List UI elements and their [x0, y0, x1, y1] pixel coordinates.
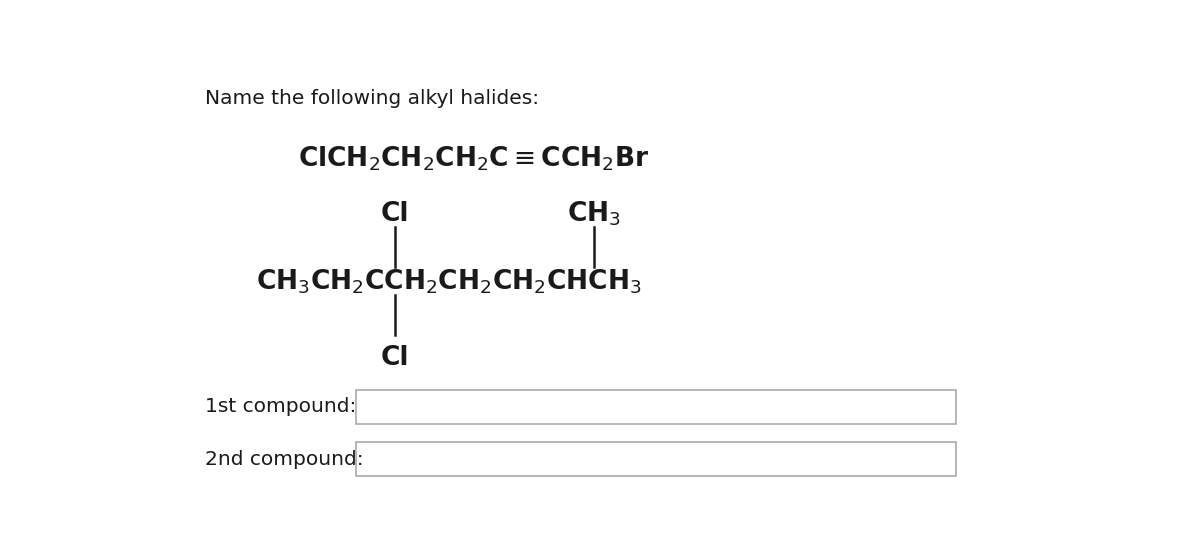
- Text: Cl: Cl: [380, 345, 409, 371]
- FancyBboxPatch shape: [356, 390, 956, 424]
- Text: Name the following alkyl halides:: Name the following alkyl halides:: [206, 89, 539, 108]
- FancyBboxPatch shape: [356, 442, 956, 476]
- Text: 1st compound:: 1st compound:: [206, 398, 356, 416]
- Text: ClCH$_2$CH$_2$CH$_2$C$\equiv$CCH$_2$Br: ClCH$_2$CH$_2$CH$_2$C$\equiv$CCH$_2$Br: [298, 145, 649, 173]
- Text: CH$_3$: CH$_3$: [567, 200, 622, 228]
- Text: Cl: Cl: [380, 201, 409, 227]
- Text: 2nd compound:: 2nd compound:: [206, 449, 364, 469]
- Text: CH$_3$CH$_2$CCH$_2$CH$_2$CH$_2$CHCH$_3$: CH$_3$CH$_2$CCH$_2$CH$_2$CH$_2$CHCH$_3$: [256, 268, 642, 296]
